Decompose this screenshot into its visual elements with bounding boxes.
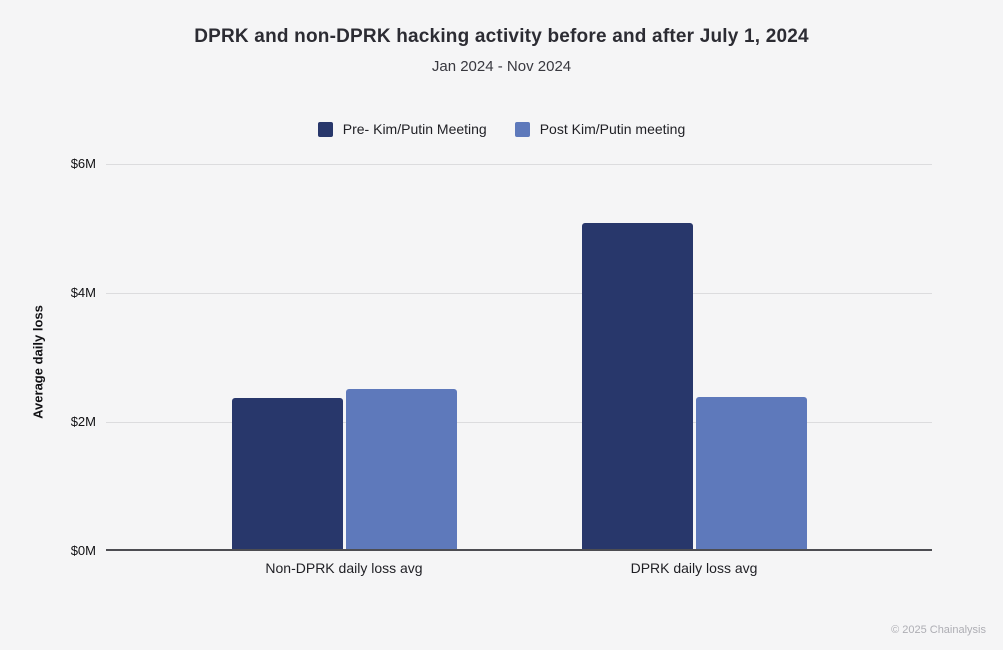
legend-swatch-1 [514, 121, 530, 137]
x-category-label-1: DPRK daily loss avg [630, 560, 758, 576]
chart-subtitle: Jan 2024 - Nov 2024 [431, 58, 572, 75]
y-tick-$2M: $2M [70, 414, 96, 429]
plot-area [106, 163, 932, 551]
gridline-$2M [106, 421, 932, 423]
copyright-text: © 2025 Chainalysis [891, 624, 986, 636]
gridline-$4M [106, 292, 932, 294]
bar-pre-1 [581, 222, 693, 551]
y-tick-$0M: $0M [70, 543, 96, 558]
legend-item-1: Post Kim/Putin meeting [514, 121, 686, 137]
y-axis-title: Average daily loss [30, 305, 46, 419]
bar-post-0 [345, 389, 457, 551]
legend-label-0: Pre- Kim/Putin Meeting [342, 121, 487, 137]
y-tick-$6M: $6M [70, 156, 96, 171]
x-category-label-0: Non-DPRK daily loss avg [265, 560, 423, 576]
bar-pre-0 [231, 398, 343, 551]
legend-label-1: Post Kim/Putin meeting [539, 121, 686, 137]
legend-item-0: Pre- Kim/Putin Meeting [317, 121, 487, 137]
legend-swatch-0 [317, 121, 333, 137]
chart-legend: Pre- Kim/Putin Meeting Post Kim/Putin mee… [0, 121, 1003, 137]
y-tick-$4M: $4M [70, 285, 96, 300]
chart-title: DPRK and non-DPRK hacking activity befor… [194, 26, 809, 47]
bar-post-1 [695, 396, 807, 551]
gridline-$6M [106, 163, 932, 165]
x-axis-line [106, 549, 932, 551]
